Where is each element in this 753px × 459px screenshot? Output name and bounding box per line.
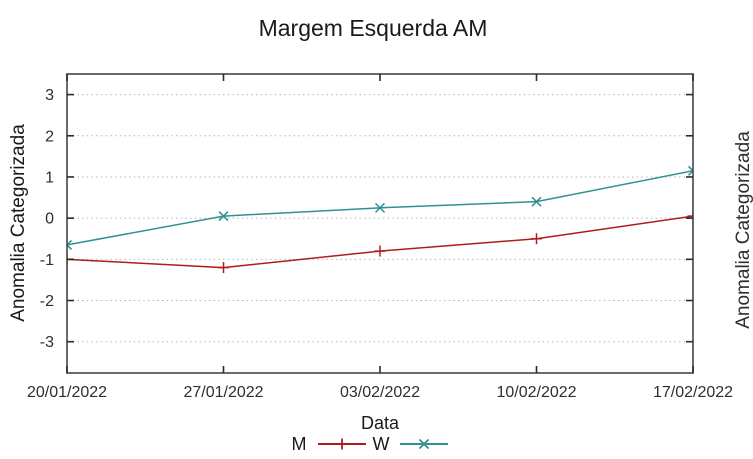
data-point-marker bbox=[67, 243, 73, 250]
y-tick-label: -2 bbox=[40, 293, 54, 310]
y-tick-label: 2 bbox=[45, 128, 54, 145]
data-series bbox=[67, 165, 693, 274]
legend-label: W bbox=[373, 434, 390, 454]
data-point-marker bbox=[687, 169, 693, 176]
x-tick-labels: 20/01/2022 27/01/2022 03/02/2022 10/02/2022… bbox=[27, 384, 733, 401]
data-point-marker bbox=[67, 239, 73, 246]
y-axis-label: Anomalia Categorizada bbox=[8, 124, 29, 322]
axis-ticks bbox=[66, 74, 694, 373]
legend-label: M bbox=[292, 434, 307, 454]
legend-entry-M: M bbox=[292, 434, 366, 454]
x-tick-label: 17/02/2022 bbox=[653, 384, 733, 401]
y-tick-label: -1 bbox=[40, 252, 54, 269]
x-tick-label: 10/02/2022 bbox=[496, 384, 576, 401]
plot-border bbox=[66, 73, 694, 374]
x-tick-label: 27/01/2022 bbox=[183, 384, 263, 401]
x-tick-label: 20/01/2022 bbox=[27, 384, 107, 401]
data-point-marker bbox=[687, 165, 693, 172]
gridlines bbox=[68, 94, 692, 343]
adjacent-chart-y-axis-label: Anomalia Categorizada bbox=[733, 131, 753, 329]
data-point-marker bbox=[218, 211, 229, 222]
chart-title: Margem Esquerda AM bbox=[259, 15, 488, 41]
series-line-M bbox=[67, 215, 693, 269]
y-tick-label: 0 bbox=[45, 211, 54, 228]
y-tick-labels: -3 -2 -1 0 1 2 3 bbox=[40, 87, 54, 351]
x-axis-label: Data bbox=[361, 413, 400, 433]
data-point-marker bbox=[531, 196, 542, 207]
y-tick-label: 1 bbox=[45, 169, 54, 186]
data-point-marker bbox=[374, 202, 386, 213]
y-tick-label: 3 bbox=[45, 87, 54, 104]
x-tick-label: 03/02/2022 bbox=[340, 384, 420, 401]
y-tick-label: -3 bbox=[40, 334, 54, 351]
data-point-marker bbox=[418, 438, 430, 450]
legend-entry-W: W bbox=[373, 434, 448, 454]
